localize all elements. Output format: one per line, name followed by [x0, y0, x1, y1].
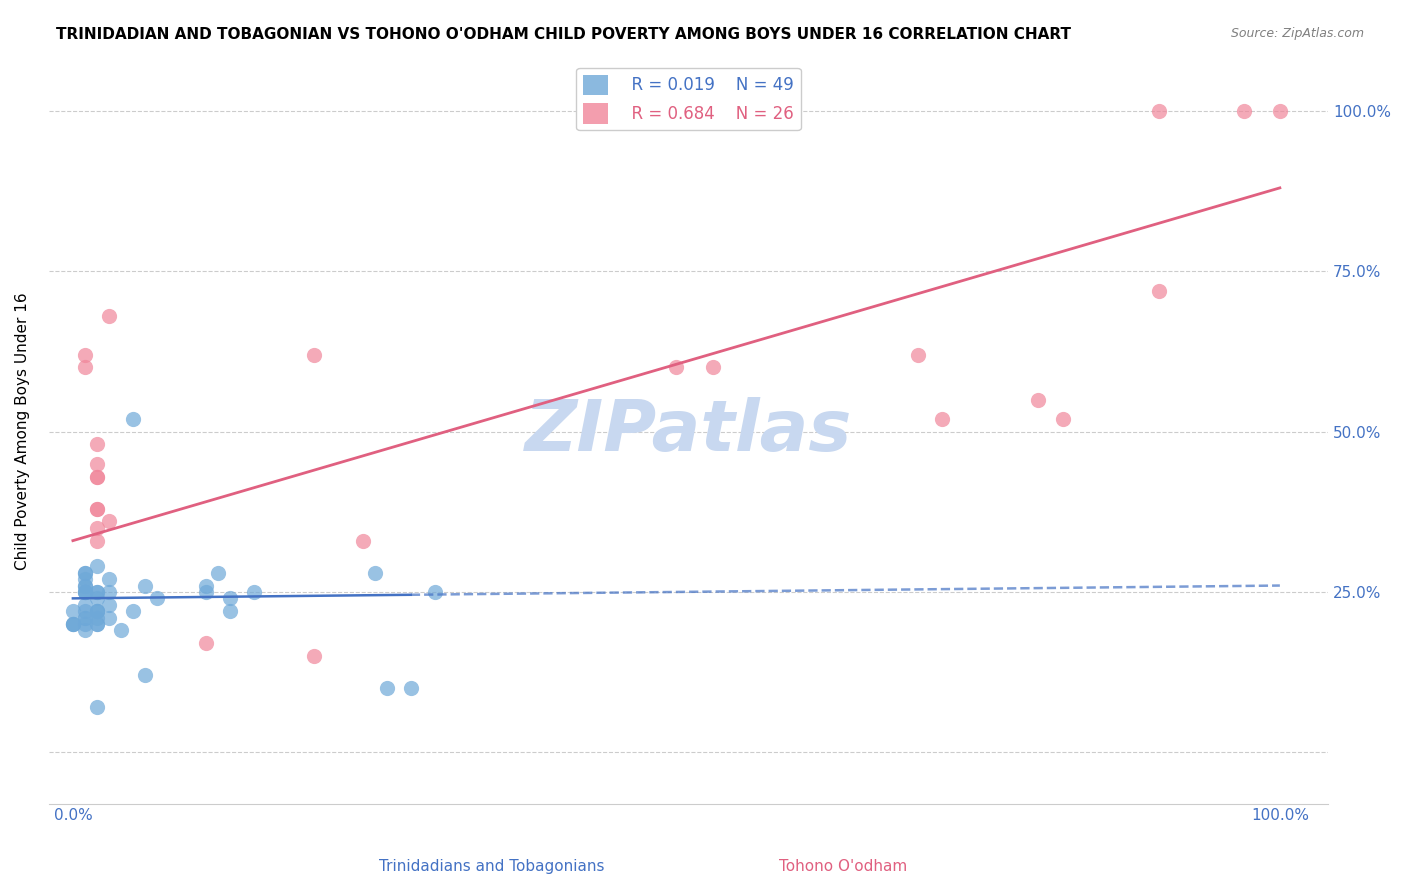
Point	[304, 649, 326, 664]
Point	[73, 624, 96, 638]
Point	[73, 585, 96, 599]
Point	[194, 578, 217, 592]
Legend:   R = 0.019    N = 49,   R = 0.684    N = 26: R = 0.019 N = 49, R = 0.684 N = 26	[576, 68, 800, 130]
Point	[1028, 392, 1050, 407]
Point	[73, 598, 96, 612]
Point	[122, 604, 145, 618]
Point	[86, 604, 108, 618]
Point	[98, 572, 121, 586]
Point	[665, 360, 688, 375]
Point	[399, 681, 422, 695]
Point	[98, 515, 121, 529]
Point	[218, 604, 240, 618]
Text: ZIPatlas: ZIPatlas	[524, 397, 852, 467]
Point	[86, 533, 108, 548]
Point	[1147, 103, 1170, 118]
Point	[122, 411, 145, 425]
Point	[62, 617, 84, 632]
Y-axis label: Child Poverty Among Boys Under 16: Child Poverty Among Boys Under 16	[15, 293, 30, 570]
Point	[907, 348, 929, 362]
Point	[73, 585, 96, 599]
Point	[702, 360, 724, 375]
Point	[86, 501, 108, 516]
Point	[207, 566, 229, 580]
Point	[73, 617, 96, 632]
Point	[86, 437, 108, 451]
Point	[134, 668, 156, 682]
Point	[1147, 284, 1170, 298]
Point	[86, 521, 108, 535]
Point	[73, 566, 96, 580]
Point	[86, 604, 108, 618]
Text: Source: ZipAtlas.com: Source: ZipAtlas.com	[1230, 27, 1364, 40]
Point	[98, 598, 121, 612]
Point	[110, 624, 132, 638]
Point	[194, 636, 217, 650]
Point	[73, 578, 96, 592]
Point	[73, 610, 96, 624]
Point	[86, 585, 108, 599]
Point	[62, 617, 84, 632]
Point	[73, 348, 96, 362]
Point	[134, 578, 156, 592]
Point	[352, 533, 374, 548]
Point	[86, 469, 108, 483]
Point	[73, 585, 96, 599]
Point	[86, 585, 108, 599]
Point	[98, 309, 121, 323]
Point	[146, 591, 169, 606]
Text: TRINIDADIAN AND TOBAGONIAN VS TOHONO O'ODHAM CHILD POVERTY AMONG BOYS UNDER 16 C: TRINIDADIAN AND TOBAGONIAN VS TOHONO O'O…	[56, 27, 1071, 42]
Point	[86, 559, 108, 574]
Point	[98, 585, 121, 599]
Point	[98, 610, 121, 624]
Point	[1052, 411, 1074, 425]
Point	[86, 617, 108, 632]
Point	[375, 681, 398, 695]
Point	[218, 591, 240, 606]
Point	[86, 591, 108, 606]
Point	[73, 578, 96, 592]
Point	[423, 585, 446, 599]
Point	[1268, 103, 1291, 118]
Point	[73, 604, 96, 618]
Point	[73, 572, 96, 586]
Point	[194, 585, 217, 599]
Point	[73, 566, 96, 580]
Point	[86, 610, 108, 624]
Point	[86, 457, 108, 471]
Point	[86, 604, 108, 618]
Point	[73, 610, 96, 624]
Point	[304, 348, 326, 362]
Point	[73, 360, 96, 375]
Point	[86, 469, 108, 483]
Text: Trinidadians and Tobagonians: Trinidadians and Tobagonians	[380, 859, 605, 874]
Point	[86, 501, 108, 516]
Point	[62, 617, 84, 632]
Point	[363, 566, 385, 580]
Point	[243, 585, 266, 599]
Point	[86, 700, 108, 714]
Point	[1233, 103, 1256, 118]
Point	[62, 604, 84, 618]
Point	[86, 617, 108, 632]
Text: Tohono O'odham: Tohono O'odham	[779, 859, 908, 874]
Point	[931, 411, 953, 425]
